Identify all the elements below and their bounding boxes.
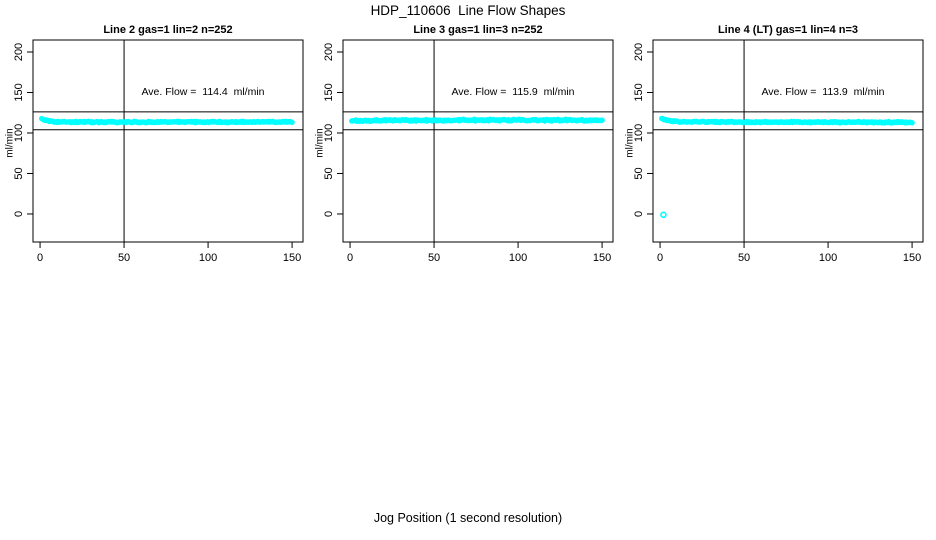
figure-title: HDP_110606 Line Flow Shapes (370, 3, 566, 18)
y-tick-label: 200 (633, 43, 645, 61)
y-tick-label: 0 (633, 211, 645, 217)
plot-box (32, 39, 304, 243)
y-tick-label: 100 (323, 124, 335, 142)
x-tick-label: 0 (347, 252, 353, 264)
scatter-series (349, 116, 605, 125)
outlier-point (660, 211, 667, 219)
panel-line-3-ave-flow: Ave. Flow = 115.9 ml/min (451, 86, 575, 98)
scatter-series (659, 115, 915, 219)
x-tick-label: 0 (37, 252, 43, 264)
x-tick-label: 100 (819, 252, 837, 264)
x-tick-label: 150 (283, 252, 301, 264)
figure-xlabel: Jog Position (1 second resolution) (373, 511, 563, 525)
y-tick-label: 100 (13, 124, 25, 142)
x-tick-label: 50 (428, 252, 440, 264)
panel-line-4-plot: 0 50 100 150 0 50 100 150 200 (633, 39, 924, 264)
x-tick-label: 0 (657, 252, 663, 264)
x-tick-label: 100 (509, 252, 527, 264)
y-tick-label: 0 (323, 211, 335, 217)
scatter-series (39, 115, 295, 126)
y-tick-label: 150 (633, 83, 645, 101)
y-tick-label: 50 (323, 167, 335, 179)
plot-box (652, 39, 924, 243)
y-tick-label: 0 (13, 211, 25, 217)
panel-line-2: Line 2 gas=1 lin=2 n=252 ml/min Ave. Flo… (0, 22, 316, 298)
y-tick-label: 100 (633, 124, 645, 142)
panel-line-3: Line 3 gas=1 lin=3 n=252 ml/min Ave. Flo… (310, 22, 626, 298)
x-tick-label: 150 (903, 252, 921, 264)
data-point (289, 119, 295, 126)
panel-line-3-title: Line 3 gas=1 lin=3 n=252 (413, 24, 543, 36)
x-tick-label: 100 (199, 252, 217, 264)
x-tick-label: 50 (118, 252, 130, 264)
panel-line-4-title: Line 4 (LT) gas=1 lin=4 n=3 (717, 24, 859, 36)
panel-line-4-ave-flow: Ave. Flow = 113.9 ml/min (761, 86, 885, 98)
y-tick-label: 200 (323, 43, 335, 61)
panel-line-2-plot: 0 50 100 150 0 50 100 150 200 (13, 39, 304, 264)
y-tick-label: 150 (13, 83, 25, 101)
y-tick-label: 150 (323, 83, 335, 101)
x-tick-label: 50 (738, 252, 750, 264)
y-tick-label: 200 (13, 43, 25, 61)
y-tick-label: 50 (13, 167, 25, 179)
data-point (909, 120, 915, 126)
y-tick-label: 50 (633, 167, 645, 179)
panel-line-3-plot: 0 50 100 150 0 50 100 150 200 (323, 39, 614, 264)
x-tick-label: 150 (593, 252, 611, 264)
data-point (599, 117, 605, 123)
plot-box (342, 39, 614, 243)
panel-line-2-ave-flow: Ave. Flow = 114.4 ml/min (141, 86, 265, 98)
panel-line-2-title: Line 2 gas=1 lin=2 n=252 (103, 24, 233, 36)
panel-line-4: Line 4 (LT) gas=1 lin=4 n=3 ml/min Ave. … (620, 22, 936, 298)
